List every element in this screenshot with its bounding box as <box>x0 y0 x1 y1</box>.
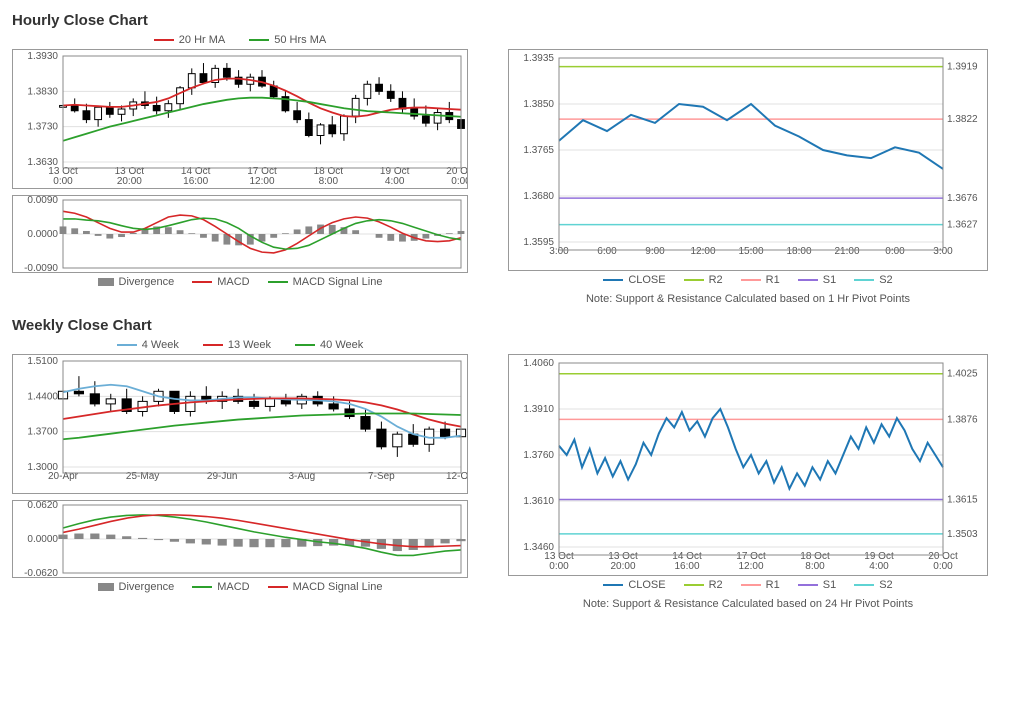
svg-text:1.3910: 1.3910 <box>523 404 554 415</box>
weekly-sr-note: Note: Support & Resistance Calculated ba… <box>508 598 988 610</box>
weekly-macd-legend: DivergenceMACDMACD Signal Line <box>12 578 468 596</box>
svg-text:21:00: 21:00 <box>834 246 859 257</box>
svg-text:16:00: 16:00 <box>183 176 208 187</box>
weekly-price-chart: 1.51001.44001.37001.300020-Apr25-May29-J… <box>12 354 468 494</box>
svg-text:12:00: 12:00 <box>690 246 715 257</box>
hourly-sr-chart: 1.39351.38501.37651.36801.35951.39191.38… <box>508 49 988 271</box>
svg-text:9:00: 9:00 <box>645 246 665 257</box>
svg-text:0:00: 0:00 <box>451 176 467 187</box>
svg-text:1.3850: 1.3850 <box>523 99 554 110</box>
hourly-row: 20 Hr MA50 Hrs MA 1.3930 1.3830 1.3730 1.36… <box>12 31 1012 305</box>
svg-text:0.0000: 0.0000 <box>27 534 58 545</box>
svg-text:1.3822: 1.3822 <box>947 114 978 125</box>
weekly-macd-chart: 0.0620 0.0000 -0.0620 <box>12 500 468 578</box>
hourly-left-col: 20 Hr MA50 Hrs MA 1.39301.38301.37301.36… <box>12 31 468 305</box>
svg-text:4:00: 4:00 <box>869 561 889 572</box>
svg-text:-0.0090: -0.0090 <box>24 263 58 272</box>
svg-text:1.4060: 1.4060 <box>523 358 554 369</box>
svg-text:0.0620: 0.0620 <box>27 501 58 511</box>
svg-text:8:00: 8:00 <box>805 561 825 572</box>
weekly-title: Weekly Close Chart <box>12 317 1012 334</box>
svg-text:0:00: 0:00 <box>933 561 953 572</box>
svg-text:0.0000: 0.0000 <box>27 229 58 240</box>
svg-text:8:00: 8:00 <box>319 176 339 187</box>
svg-text:16:00: 16:00 <box>674 561 699 572</box>
svg-text:1.4400: 1.4400 <box>27 391 58 402</box>
svg-text:1.5100: 1.5100 <box>27 356 58 367</box>
weekly-left-col: 4 Week13 Week40 Week 1.51001.44001.37001… <box>12 336 468 610</box>
svg-text:1.3830: 1.3830 <box>27 86 58 97</box>
svg-text:0:00: 0:00 <box>549 561 569 572</box>
svg-text:1.3627: 1.3627 <box>947 220 978 231</box>
svg-text:1.3680: 1.3680 <box>523 191 554 202</box>
hourly-price-chart: 1.39301.38301.37301.363013 Oct0:0013 Oct… <box>12 49 468 189</box>
weekly-row: 4 Week13 Week40 Week 1.5100 1.4400 1.3700 1… <box>12 336 1012 610</box>
hourly-right-col: 1.39351.38501.37651.36801.35951.39191.38… <box>508 31 988 305</box>
svg-text:1.3876: 1.3876 <box>947 414 978 425</box>
weekly-sr-legend: CLOSER2R1S1S2 <box>508 576 988 594</box>
svg-text:0:00: 0:00 <box>53 176 73 187</box>
svg-text:-0.0620: -0.0620 <box>24 568 58 577</box>
svg-text:1.3919: 1.3919 <box>947 62 978 73</box>
svg-text:1.3503: 1.3503 <box>947 529 978 540</box>
svg-text:20:00: 20:00 <box>610 561 635 572</box>
hourly-price-legend: 20 Hr MA50 Hrs MA <box>12 31 468 49</box>
svg-text:12:00: 12:00 <box>738 561 763 572</box>
svg-text:1.3615: 1.3615 <box>947 494 978 505</box>
hourly-macd-chart: 0.0090 0.0000 -0.0090 <box>12 195 468 273</box>
svg-text:1.3760: 1.3760 <box>523 450 554 461</box>
hourly-title: Hourly Close Chart <box>12 12 1012 29</box>
svg-text:0:00: 0:00 <box>885 246 905 257</box>
svg-text:1.4025: 1.4025 <box>947 369 978 380</box>
svg-text:4:00: 4:00 <box>385 176 405 187</box>
svg-text:20:00: 20:00 <box>117 176 142 187</box>
svg-text:15:00: 15:00 <box>738 246 763 257</box>
weekly-price-legend: 4 Week13 Week40 Week <box>12 336 468 354</box>
svg-text:0.0090: 0.0090 <box>27 196 58 206</box>
weekly-sr-chart: 1.40601.39101.37601.36101.34601.40251.38… <box>508 354 988 576</box>
hourly-sr-legend: CLOSER2R1S1S2 <box>508 271 988 289</box>
svg-text:1.3765: 1.3765 <box>523 145 554 156</box>
hourly-sr-note: Note: Support & Resistance Calculated ba… <box>508 293 988 305</box>
svg-text:1.3930: 1.3930 <box>27 51 58 62</box>
svg-text:1.3676: 1.3676 <box>947 193 978 204</box>
svg-text:1.3730: 1.3730 <box>27 122 58 133</box>
svg-text:6:00: 6:00 <box>597 246 617 257</box>
svg-text:18:00: 18:00 <box>786 246 811 257</box>
svg-text:1.3935: 1.3935 <box>523 53 554 64</box>
svg-text:1.3700: 1.3700 <box>27 427 58 438</box>
svg-text:1.3610: 1.3610 <box>523 496 554 507</box>
svg-text:12:00: 12:00 <box>249 176 274 187</box>
weekly-right-col: 1.40601.39101.37601.36101.34601.40251.38… <box>508 336 988 610</box>
hourly-macd-legend: DivergenceMACDMACD Signal Line <box>12 273 468 291</box>
